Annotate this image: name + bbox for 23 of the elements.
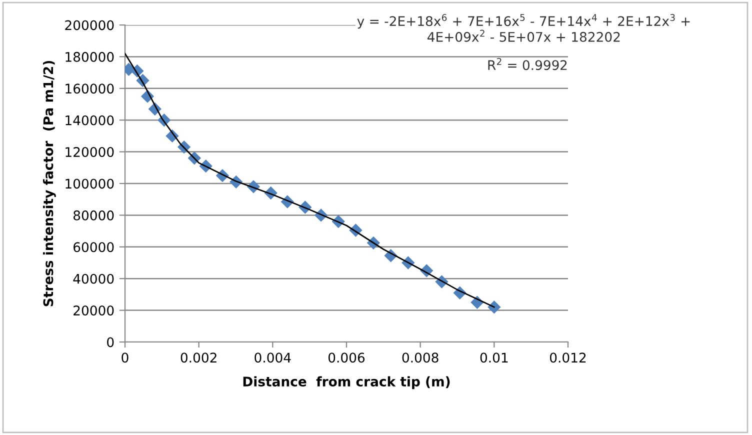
annotation: R$^{2}$ = 0.9992	[488, 58, 567, 70]
y-tick-label: 180000	[66, 52, 114, 62]
y-tick-label: 140000	[66, 115, 114, 126]
y-tick-label: 80000	[74, 210, 114, 220]
y-tick-label: 60000	[74, 242, 114, 252]
x-tick-label: 0	[122, 352, 128, 363]
y-tick-label: 0	[107, 337, 114, 348]
y-tick-label: 120000	[66, 147, 114, 157]
y-tick-label: 100000	[66, 178, 114, 189]
x-tick-label: 0.002	[180, 352, 216, 363]
x-tick-label: 0.01	[480, 352, 508, 363]
x-tick-label: 0.004	[254, 352, 291, 363]
x-tick-label: 0.006	[328, 352, 365, 363]
y-tick-label: 200000	[65, 20, 114, 30]
text: y = -2E+18x$^{6}$ + 7E+16x$^{5}$ - 7E+14x$^{4}$ + 2E+12x$^{3}$ + 4E+09x$^{2}$ - 5E+07x + 182202	[357, 14, 690, 42]
y-tick-label: 40000	[73, 274, 114, 284]
point	[488, 300, 501, 314]
x-axis-title: Distance from crack tip (m)	[243, 376, 450, 390]
x-tick-label: 0.012	[550, 352, 586, 363]
y-tick-label: 160000	[66, 84, 114, 94]
x-tick-label: 0.008	[402, 352, 438, 363]
y-axis-title: Stress intensity factor (Pa m1/2)	[43, 60, 56, 306]
y-tick-label: 20000	[74, 306, 114, 316]
